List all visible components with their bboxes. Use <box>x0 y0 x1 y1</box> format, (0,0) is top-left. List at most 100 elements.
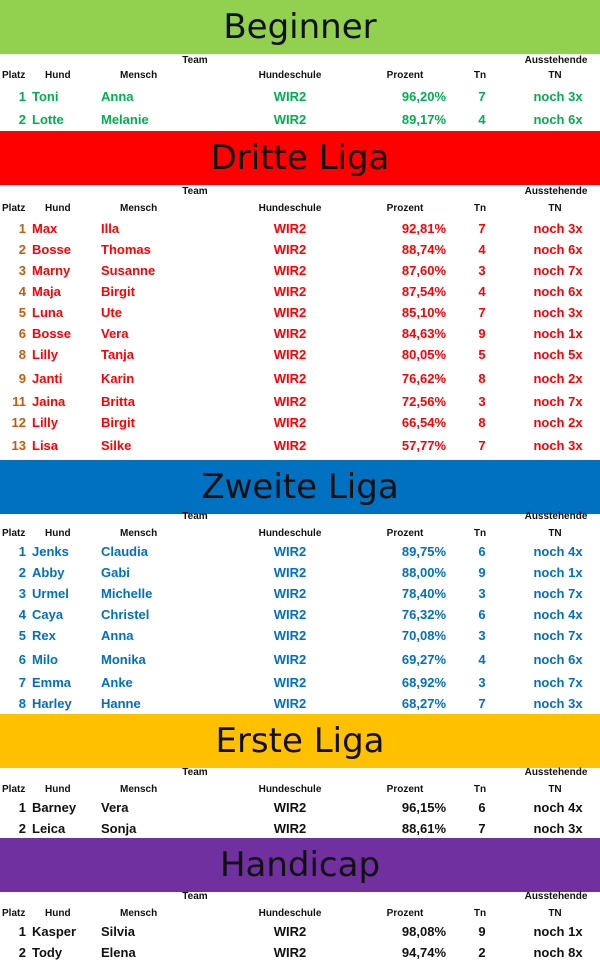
rank: 1 <box>18 89 26 104</box>
tn-count: 3 <box>478 675 486 690</box>
dog-school: WIR2 <box>273 565 307 580</box>
column-header-tn: Tn <box>473 70 487 81</box>
pending-sessions: noch 7x <box>533 675 583 690</box>
dog-name: Bosse <box>32 326 72 341</box>
rank: 7 <box>18 675 26 690</box>
column-header-dog: Hund <box>45 203 71 214</box>
human-name: Claudia <box>101 544 148 559</box>
dog-school: WIR2 <box>273 544 307 559</box>
league-title: Handicap <box>0 838 600 892</box>
dog-name: Kasper <box>32 924 77 939</box>
tn-count: 9 <box>478 326 486 341</box>
dog-school: WIR2 <box>273 924 307 939</box>
dog-name: Rex <box>32 628 56 643</box>
percent: 72,56% <box>401 394 446 409</box>
league-title: Zweite Liga <box>0 460 600 514</box>
tn-count: 5 <box>478 347 486 362</box>
dog-name: Lisa <box>32 438 59 453</box>
column-header-school: Hundeschule <box>258 70 322 81</box>
column-header-tn: Tn <box>473 784 487 795</box>
tn-count: 4 <box>478 284 486 299</box>
column-header-dog: Hund <box>45 528 71 539</box>
pending-sessions: noch 5x <box>533 347 583 362</box>
pending-sessions: noch 6x <box>533 652 583 667</box>
column-header-team-group: Team <box>182 511 208 522</box>
tn-count: 6 <box>478 800 486 815</box>
pending-sessions: noch 4x <box>533 800 583 815</box>
column-header-percent: Prozent <box>386 203 424 214</box>
pending-sessions: noch 6x <box>533 284 583 299</box>
human-name: Silke <box>101 438 132 453</box>
tn-count: 6 <box>478 544 486 559</box>
rank: 2 <box>18 112 26 127</box>
percent: 88,00% <box>401 565 446 580</box>
percent: 57,77% <box>401 438 446 453</box>
tn-count: 2 <box>478 945 486 960</box>
rank: 6 <box>18 652 26 667</box>
tn-count: 4 <box>478 652 486 667</box>
dog-name: Leica <box>32 821 66 836</box>
rank: 2 <box>18 945 26 960</box>
pending-sessions: noch 7x <box>533 628 583 643</box>
tn-count: 3 <box>478 394 486 409</box>
dog-school: WIR2 <box>273 242 307 257</box>
rank: 1 <box>18 221 26 236</box>
dog-school: WIR2 <box>273 607 307 622</box>
column-header-dog: Hund <box>45 70 71 81</box>
column-header-pending-group: Ausstehende <box>524 511 588 522</box>
human-name: Hanne <box>101 696 141 711</box>
pending-sessions: noch 6x <box>533 112 583 127</box>
pending-sessions: noch 3x <box>533 438 583 453</box>
column-header-rank: Platz <box>2 70 26 81</box>
league-title: Beginner <box>0 0 600 54</box>
percent: 88,61% <box>401 821 446 836</box>
tn-count: 3 <box>478 263 486 278</box>
dog-name: Toni <box>32 89 59 104</box>
dog-name: Lilly <box>32 415 59 430</box>
tn-count: 7 <box>478 821 486 836</box>
rank: 3 <box>18 586 26 601</box>
column-header-tn: Tn <box>473 908 487 919</box>
column-header-dog: Hund <box>45 908 71 919</box>
rank: 2 <box>18 242 26 257</box>
dog-name: Jenks <box>32 544 69 559</box>
dog-name: Harley <box>32 696 72 711</box>
human-name: Thomas <box>101 242 151 257</box>
tn-count: 9 <box>478 565 486 580</box>
dog-school: WIR2 <box>273 263 307 278</box>
column-header-human: Mensch <box>120 203 158 214</box>
dog-name: Abby <box>32 565 65 580</box>
column-header-pending-tn: TN <box>548 784 562 795</box>
dog-name: Lilly <box>32 347 59 362</box>
rank: 4 <box>18 284 26 299</box>
pending-sessions: noch 4x <box>533 544 583 559</box>
human-name: Monika <box>101 652 146 667</box>
dog-name: Janti <box>32 371 63 386</box>
rank: 4 <box>18 607 26 622</box>
dog-name: Bosse <box>32 242 72 257</box>
rank: 8 <box>18 696 26 711</box>
percent: 76,32% <box>401 607 446 622</box>
human-name: Vera <box>101 800 129 815</box>
human-name: Illa <box>101 221 120 236</box>
human-name: Melanie <box>101 112 149 127</box>
tn-count: 3 <box>478 586 486 601</box>
pending-sessions: noch 6x <box>533 242 583 257</box>
human-name: Gabi <box>101 565 130 580</box>
dog-school: WIR2 <box>273 696 307 711</box>
column-header-pending-group: Ausstehende <box>524 891 588 902</box>
tn-count: 3 <box>478 628 486 643</box>
percent: 68,92% <box>401 675 446 690</box>
pending-sessions: noch 1x <box>533 565 583 580</box>
tn-count: 6 <box>478 607 486 622</box>
column-header-human: Mensch <box>120 528 158 539</box>
tn-count: 4 <box>478 112 486 127</box>
dog-name: Lotte <box>32 112 64 127</box>
column-header-school: Hundeschule <box>258 528 322 539</box>
dog-school: WIR2 <box>273 326 307 341</box>
dog-school: WIR2 <box>273 371 307 386</box>
percent: 92,81% <box>401 221 446 236</box>
rank: 12 <box>11 415 26 430</box>
pending-sessions: noch 3x <box>533 221 583 236</box>
human-name: Anke <box>101 675 133 690</box>
